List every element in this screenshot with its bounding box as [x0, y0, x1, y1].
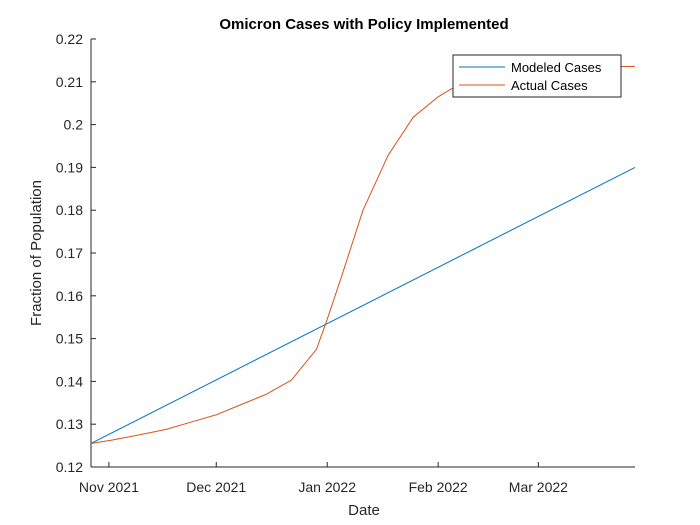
- y-tick-label: 0.16: [56, 288, 83, 304]
- legend-label: Actual Cases: [511, 78, 588, 93]
- y-tick-label: 0.17: [56, 245, 83, 261]
- x-axis-label: Date: [348, 502, 380, 519]
- x-tick-label: Dec 2021: [186, 479, 246, 495]
- y-tick-label: 0.19: [56, 159, 83, 175]
- y-tick-label: 0.22: [56, 31, 83, 47]
- x-tick-label: Mar 2022: [509, 479, 568, 495]
- y-axis-label: Fraction of Population: [28, 180, 45, 326]
- legend: Modeled Cases Actual Cases: [452, 54, 622, 98]
- chart-title: Omicron Cases with Policy Implemented: [219, 16, 508, 33]
- x-tick-label: Nov 2021: [79, 479, 139, 495]
- y-tick-label: 0.2: [64, 117, 84, 133]
- y-tick-label: 0.15: [56, 331, 83, 347]
- y-tick-label: 0.21: [56, 74, 83, 90]
- x-tick-label: Jan 2022: [298, 479, 356, 495]
- legend-box: [452, 54, 622, 98]
- y-tick-label: 0.13: [56, 416, 83, 432]
- legend-label: Modeled Cases: [511, 60, 602, 75]
- y-tick-label: 0.12: [56, 459, 83, 475]
- y-tick-label: 0.14: [56, 373, 83, 389]
- y-tick-label: 0.18: [56, 202, 83, 218]
- x-tick-label: Feb 2022: [409, 479, 468, 495]
- series-line-1: [90, 166, 636, 444]
